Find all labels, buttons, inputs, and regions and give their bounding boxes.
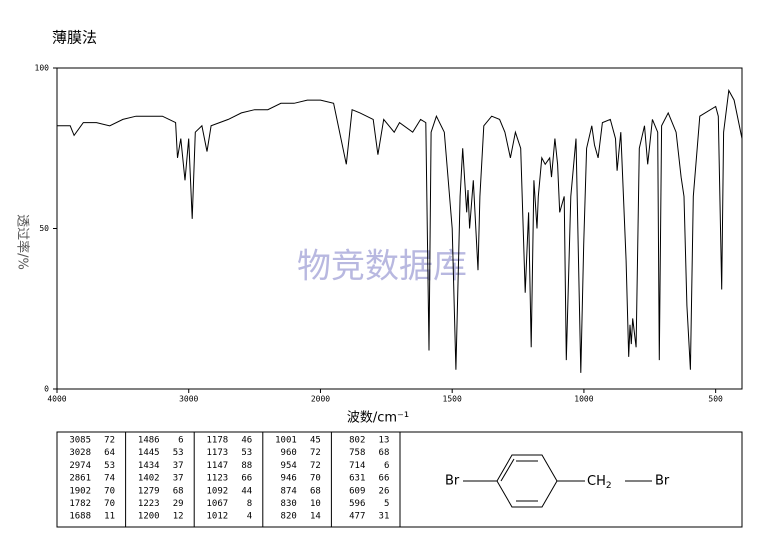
wavenumber-cell: 954 xyxy=(281,461,297,471)
wavenumber-cell: 1001 xyxy=(275,436,297,446)
transmittance-cell: 37 xyxy=(173,474,184,484)
wavenumber-cell: 1123 xyxy=(207,474,229,484)
group-subscript: 2 xyxy=(606,481,612,491)
y-tick-label: 50 xyxy=(39,224,49,233)
wavenumber-cell: 1402 xyxy=(138,474,160,484)
y-tick-label: 0 xyxy=(44,385,49,394)
x-tick-label: 4000 xyxy=(47,395,66,404)
x-axis-label: 波数/cm⁻¹ xyxy=(347,411,409,426)
wavenumber-cell: 1486 xyxy=(138,436,160,446)
transmittance-cell: 37 xyxy=(173,461,184,471)
wavenumber-cell: 631 xyxy=(349,474,365,484)
wavenumber-cell: 1279 xyxy=(138,486,160,496)
y-tick-label: 100 xyxy=(35,64,50,73)
transmittance-cell: 66 xyxy=(241,474,252,484)
wavenumber-cell: 820 xyxy=(281,512,297,522)
transmittance-cell: 72 xyxy=(310,448,321,458)
watermark: 物竞数据库 xyxy=(297,247,467,287)
wavenumber-cell: 802 xyxy=(349,436,365,446)
wavenumber-cell: 874 xyxy=(281,486,297,496)
transmittance-cell: 88 xyxy=(241,461,252,471)
wavenumber-cell: 758 xyxy=(349,448,365,458)
transmittance-cell: 68 xyxy=(379,448,390,458)
wavenumber-cell: 1147 xyxy=(207,461,229,471)
wavenumber-cell: 1223 xyxy=(138,499,160,509)
wavenumber-cell: 1688 xyxy=(69,512,91,522)
x-tick-label: 3000 xyxy=(179,395,198,404)
group-text: CH xyxy=(587,474,606,489)
transmittance-cell: 64 xyxy=(104,448,115,458)
wavenumber-cell: 830 xyxy=(281,499,297,509)
wavenumber-cell: 1173 xyxy=(207,448,229,458)
transmittance-cell: 72 xyxy=(104,436,115,446)
transmittance-cell: 70 xyxy=(310,474,321,484)
transmittance-cell: 66 xyxy=(379,474,390,484)
transmittance-cell: 11 xyxy=(104,512,115,522)
y-axis-label: 透过率/% xyxy=(15,214,31,270)
transmittance-cell: 6 xyxy=(384,461,389,471)
wavenumber-cell: 1902 xyxy=(69,486,91,496)
x-tick-label: 2000 xyxy=(311,395,330,404)
atom-label: Br xyxy=(445,474,460,489)
bond xyxy=(500,458,515,482)
transmittance-cell: 29 xyxy=(173,499,184,509)
wavenumber-cell: 1012 xyxy=(207,512,229,522)
transmittance-cell: 74 xyxy=(104,474,115,484)
wavenumber-cell: 2861 xyxy=(69,474,91,484)
wavenumber-cell: 1434 xyxy=(138,461,160,471)
transmittance-cell: 5 xyxy=(384,499,389,509)
transmittance-cell: 72 xyxy=(310,461,321,471)
transmittance-cell: 53 xyxy=(241,448,252,458)
x-tick-label: 1000 xyxy=(574,395,593,404)
wavenumber-cell: 477 xyxy=(349,512,365,522)
wavenumber-cell: 1178 xyxy=(207,436,229,446)
wavenumber-cell: 2974 xyxy=(69,461,91,471)
wavenumber-cell: 960 xyxy=(281,448,297,458)
wavenumber-cell: 1782 xyxy=(69,499,91,509)
wavenumber-cell: 946 xyxy=(281,474,297,484)
x-tick-label: 500 xyxy=(708,395,723,404)
wavenumber-cell: 609 xyxy=(349,486,365,496)
transmittance-cell: 8 xyxy=(247,499,252,509)
benzene-ring xyxy=(496,454,558,508)
transmittance-cell: 44 xyxy=(241,486,252,496)
transmittance-cell: 10 xyxy=(310,499,321,509)
transmittance-cell: 53 xyxy=(173,448,184,458)
transmittance-cell: 14 xyxy=(310,512,321,522)
chart-title: 薄膜法 xyxy=(52,29,97,47)
transmittance-cell: 70 xyxy=(104,499,115,509)
wavenumber-cell: 596 xyxy=(349,499,365,509)
spectrum-line xyxy=(57,88,743,373)
wavenumber-cell: 1092 xyxy=(207,486,229,496)
transmittance-cell: 70 xyxy=(104,486,115,496)
transmittance-cell: 45 xyxy=(310,436,321,446)
wavenumber-cell: 3085 xyxy=(69,436,91,446)
x-tick-label: 1500 xyxy=(443,395,462,404)
wavenumber-cell: 714 xyxy=(349,461,365,471)
group-label: CH2 xyxy=(587,474,612,491)
transmittance-cell: 68 xyxy=(310,486,321,496)
transmittance-cell: 53 xyxy=(104,461,115,471)
transmittance-cell: 6 xyxy=(178,436,183,446)
transmittance-cell: 68 xyxy=(173,486,184,496)
atom-label: Br xyxy=(655,474,670,489)
transmittance-cell: 26 xyxy=(379,486,390,496)
wavenumber-cell: 3028 xyxy=(69,448,91,458)
wavenumber-cell: 1067 xyxy=(207,499,229,509)
transmittance-cell: 31 xyxy=(379,512,390,522)
transmittance-cell: 12 xyxy=(173,512,184,522)
transmittance-cell: 4 xyxy=(247,512,252,522)
wavenumber-cell: 1445 xyxy=(138,448,160,458)
transmittance-cell: 13 xyxy=(379,436,390,446)
wavenumber-cell: 1200 xyxy=(138,512,160,522)
transmittance-cell: 46 xyxy=(241,436,252,446)
structure: Br CH2 Br xyxy=(445,454,670,508)
